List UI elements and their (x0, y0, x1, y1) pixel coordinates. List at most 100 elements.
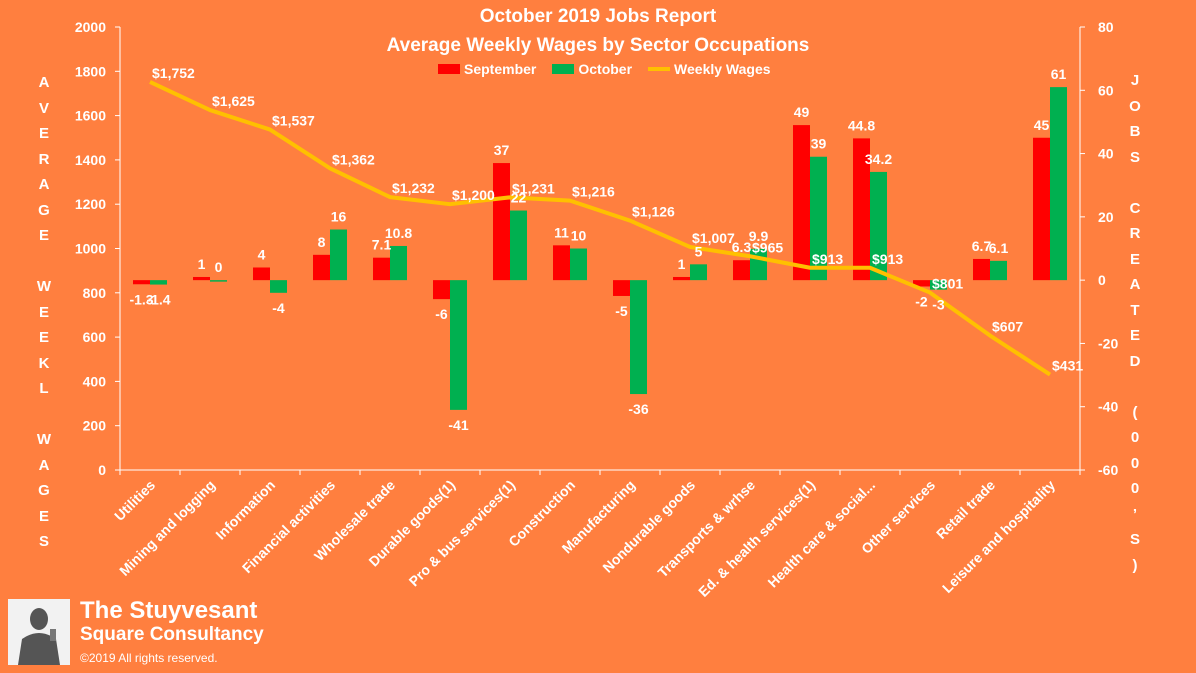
data-label-september: -6 (435, 306, 448, 322)
data-label-october: 39 (811, 136, 827, 152)
right-axis-title-letter: A (1129, 276, 1141, 293)
chart-subtitle: Average Weekly Wages by Sector Occupatio… (386, 35, 810, 56)
data-label-october: 16 (331, 209, 347, 225)
data-label-weekly-wages: $913 (872, 251, 903, 267)
right-axis-title-letter: C (1129, 199, 1141, 217)
brand-block: The Stuyvesant Square Consultancy ©2019 … (80, 598, 264, 666)
data-label-weekly-wages: $801 (932, 276, 963, 292)
left-axis-title-letter: E (38, 125, 49, 142)
bar-september (673, 276, 690, 281)
category-label: Transports & wrhse (654, 477, 758, 581)
left-axis-title-letter: R (38, 150, 50, 168)
data-label-october: 10.8 (385, 225, 412, 241)
right-axis-title-letter (1125, 170, 1145, 196)
left-axis-title-letter: S (38, 533, 49, 550)
right-axis-title-letter (1125, 374, 1145, 400)
right-axis-title-letter: E (1129, 327, 1140, 344)
bar-october (930, 280, 947, 290)
data-label-october: 5 (695, 243, 703, 259)
bar-october (510, 210, 527, 281)
bar-october (270, 280, 287, 293)
data-label-september: 1 (678, 256, 686, 272)
data-label-october: -3 (932, 297, 945, 313)
bar-october (690, 264, 707, 281)
bar-october (330, 229, 347, 281)
left-tick-label: 1000 (75, 241, 106, 257)
data-label-weekly-wages: $1,232 (392, 180, 435, 196)
legend-swatch-october (552, 64, 575, 74)
data-label-september: 49 (794, 104, 810, 120)
data-label-september: 8 (318, 234, 326, 250)
right-axis-title-letter: 0 (1130, 429, 1140, 446)
bar-october (810, 156, 827, 281)
right-tick-label: 60 (1098, 82, 1114, 98)
left-tick-label: 1200 (75, 196, 106, 212)
left-axis-title-letter (34, 249, 54, 275)
legend-label-weekly-wages: Weekly Wages (674, 61, 771, 77)
bar-september (373, 257, 390, 281)
left-tick-label: 1800 (75, 63, 106, 79)
data-label-september: 6.3 (732, 239, 752, 255)
left-axis-title-letter: A (38, 74, 50, 91)
data-label-october: 0 (215, 259, 223, 275)
right-axis-title-letter: S (1129, 531, 1140, 548)
bar-september (793, 125, 810, 281)
data-label-october: 22 (511, 190, 527, 206)
left-tick-label: 600 (83, 329, 107, 345)
data-label-september: -5 (615, 303, 628, 319)
left-tick-label: 800 (83, 285, 107, 301)
legend-weekly-wages: Weekly Wages (648, 61, 771, 77)
left-tick-label: 1400 (75, 152, 106, 168)
right-axis-title-letter: ) (1132, 556, 1138, 574)
legend-swatch-september (438, 64, 460, 74)
data-label-weekly-wages: $1,231 (512, 180, 555, 196)
data-label-october: 9.9 (749, 228, 769, 244)
right-axis-title-letter: ( (1132, 403, 1138, 421)
bar-october (1050, 87, 1067, 281)
bar-september (313, 254, 330, 281)
left-tick-label: 2000 (75, 19, 106, 35)
legend-october: October (552, 61, 632, 77)
data-label-september: 4 (258, 246, 266, 262)
legend-swatch-weekly-wages (648, 67, 671, 71)
bar-october (630, 280, 647, 395)
bar-october (570, 248, 587, 281)
bar-september (433, 280, 450, 300)
weekly-wages-line (149, 80, 1052, 377)
left-axis-title-letter: W (36, 431, 52, 448)
category-label: Pro & bus services(1) (406, 477, 519, 590)
bar-september (613, 280, 630, 296)
data-label-september: 45 (1034, 117, 1050, 133)
left-axis-title-letter: A (38, 176, 50, 193)
right-axis-title-letter: S (1129, 148, 1140, 166)
bar-september (913, 280, 930, 287)
data-label-september: 37 (494, 142, 510, 158)
right-axis-title-letter: B (1129, 123, 1141, 140)
left-tick-label: 200 (83, 418, 107, 434)
data-label-weekly-wages: $1,362 (332, 151, 375, 167)
data-label-september: 1 (198, 256, 206, 272)
data-label-september: 6.7 (972, 238, 992, 254)
bar-october (150, 280, 167, 285)
data-label-weekly-wages: $607 (992, 319, 1023, 335)
right-axis-title-letter: ’ (1132, 505, 1138, 523)
brand-name-line1: The Stuyvesant (80, 597, 258, 624)
bar-september (253, 267, 270, 281)
data-label-october: -36 (628, 401, 648, 417)
data-label-october: 10 (571, 228, 587, 244)
data-label-october: 6.1 (989, 240, 1009, 256)
data-label-october: 61 (1051, 66, 1067, 82)
bar-september (733, 260, 750, 281)
left-tick-label: 1600 (75, 108, 106, 124)
left-axis-title-letter: A (38, 456, 50, 474)
right-tick-label: -20 (1098, 335, 1118, 351)
right-axis-title-letter: J (1130, 72, 1140, 89)
left-axis-title-letter: K (38, 354, 50, 372)
data-label-weekly-wages: $431 (1052, 358, 1083, 374)
right-axis-title-letter: 0 (1130, 480, 1140, 497)
right-tick-label: 80 (1098, 19, 1114, 35)
right-axis-title-letter: R (1129, 225, 1141, 242)
category-label: Ed. & health services(1) (695, 477, 818, 600)
